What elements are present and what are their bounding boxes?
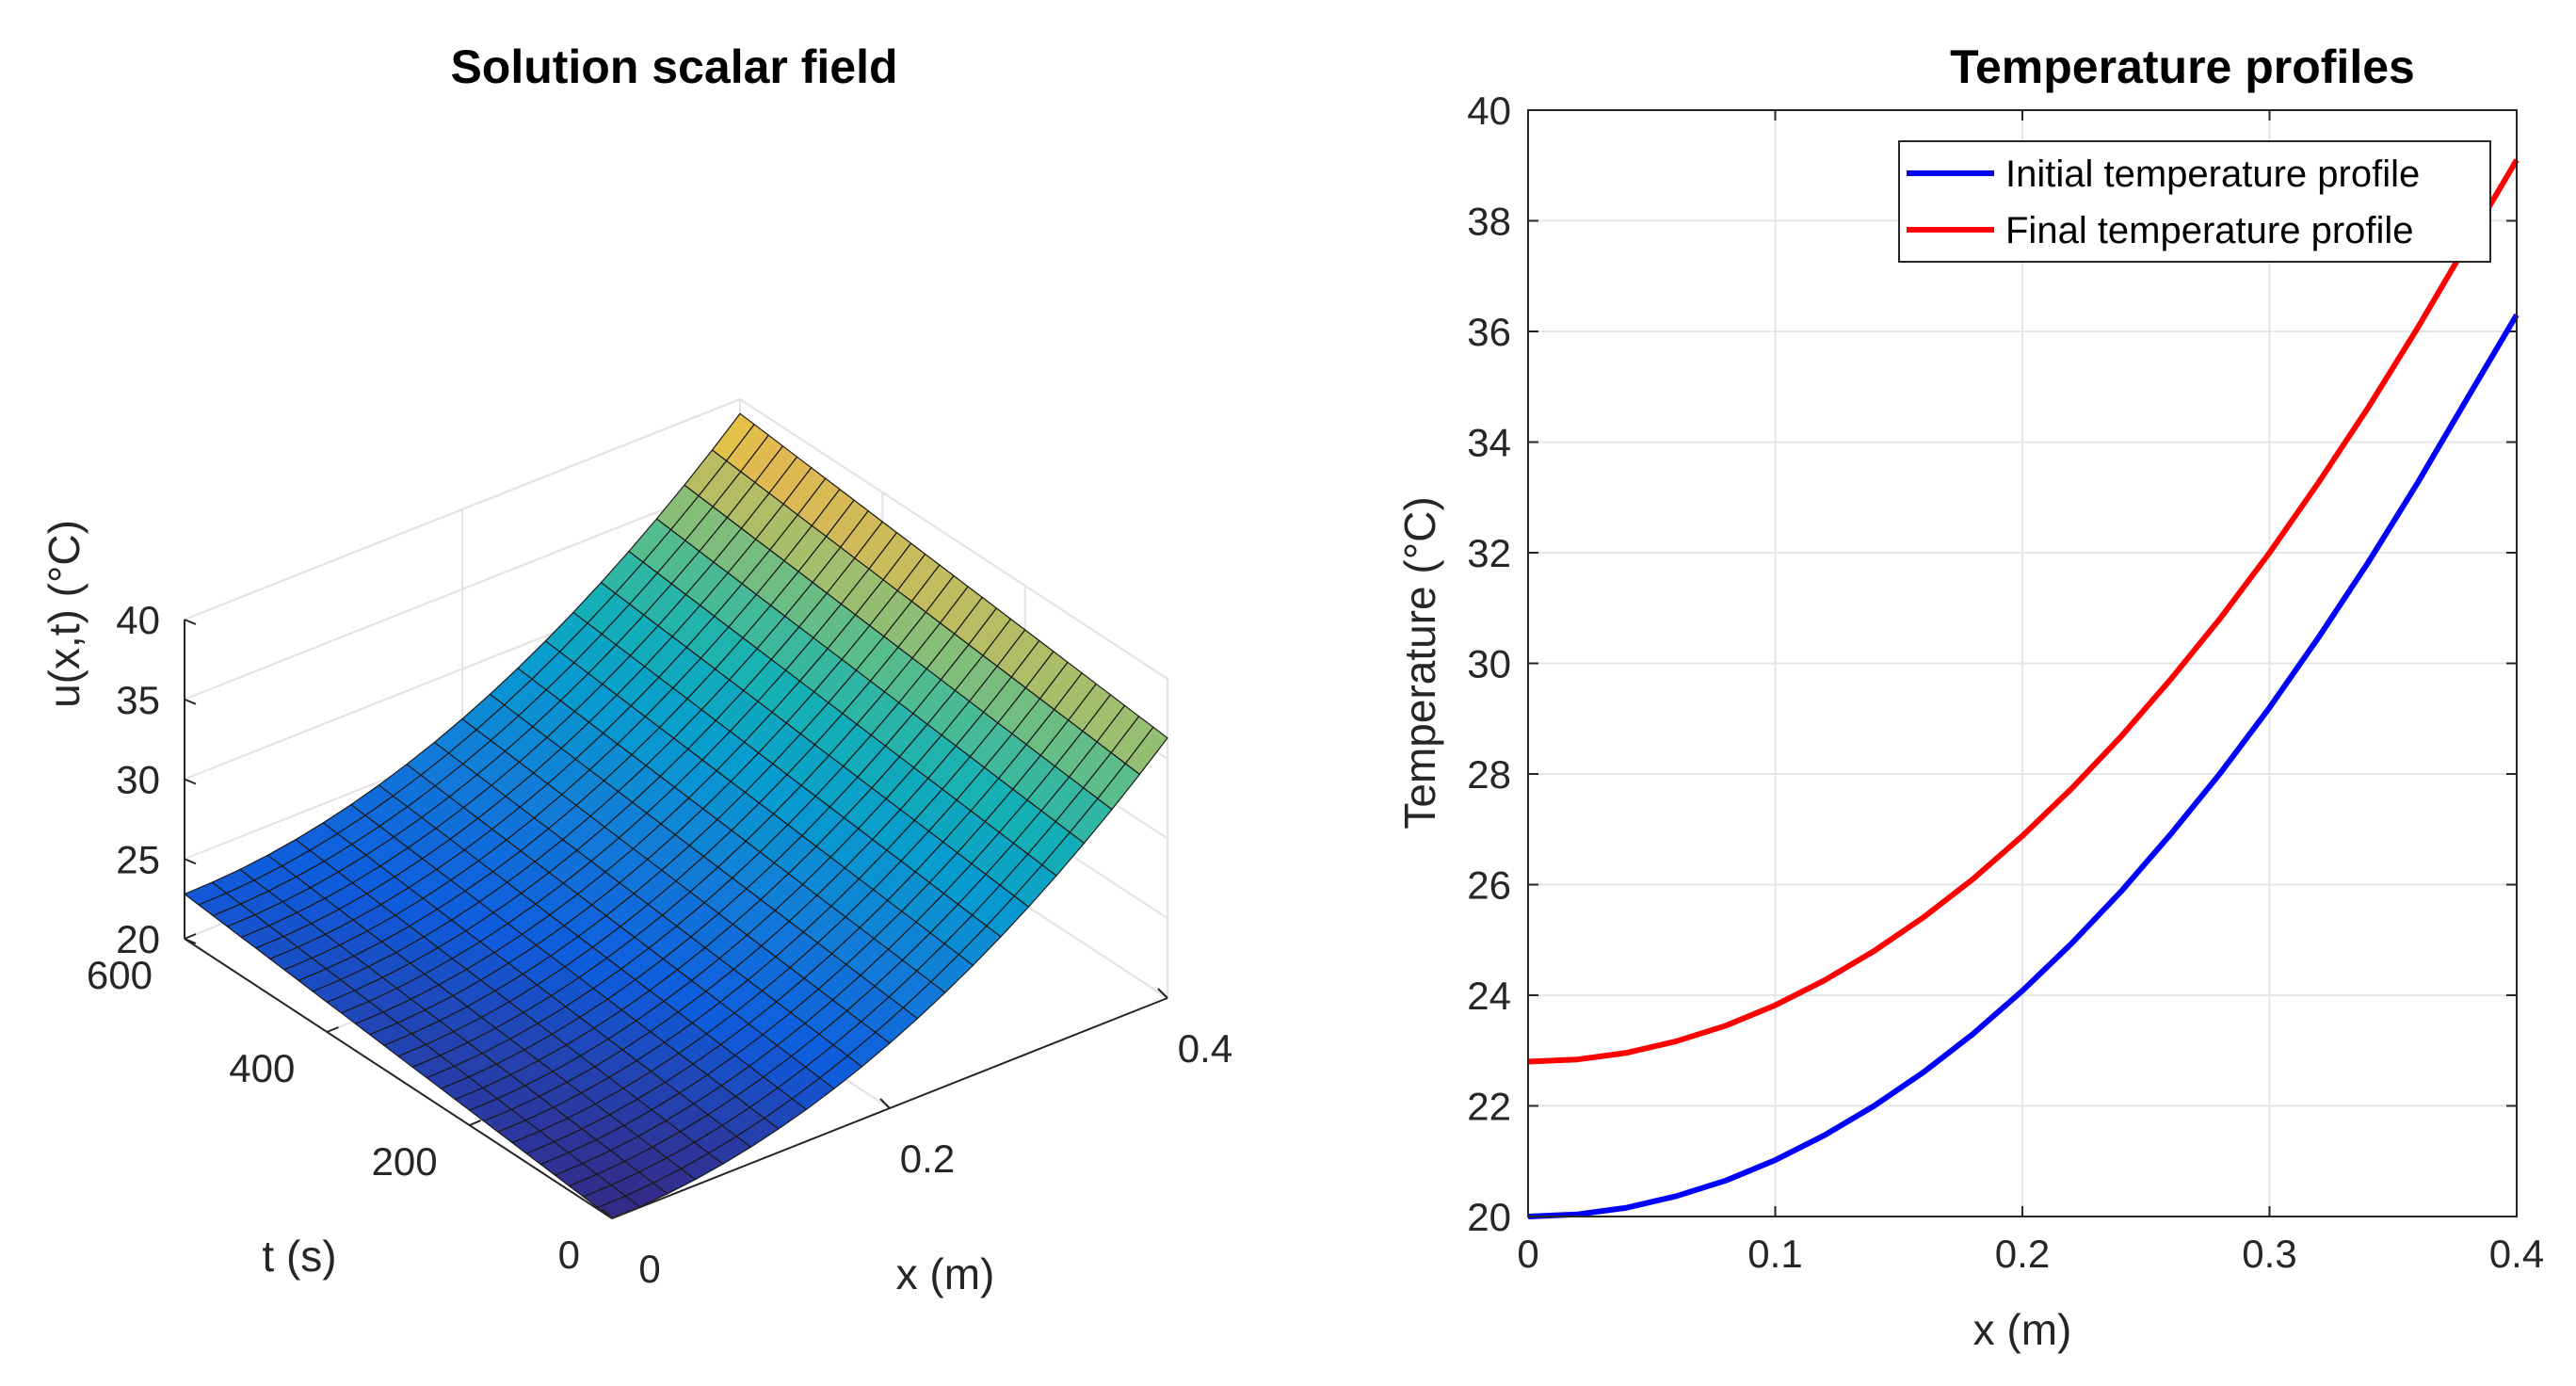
t-tick-mark <box>184 933 197 940</box>
series-line-final <box>1527 158 2520 1065</box>
t-tick-label: 400 <box>229 1046 295 1090</box>
surface-patch <box>1124 726 1168 776</box>
t-tick-label: 200 <box>372 1139 438 1184</box>
x-tick-mark <box>879 1098 891 1109</box>
surface-x-axis-label: x (m) <box>896 1249 995 1298</box>
line-y-axis-label: Temperature (°C) <box>1395 496 1444 829</box>
y-tick-label: 26 <box>1467 863 1511 908</box>
y-tick-label: 30 <box>1467 642 1511 686</box>
x-tick-label: 0.2 <box>1995 1232 2050 1276</box>
z-tick-label: 40 <box>116 598 160 642</box>
x-tick-mark <box>1157 988 1168 999</box>
y-tick-label: 28 <box>1467 752 1511 797</box>
y-tick-label: 20 <box>1467 1195 1511 1239</box>
x-tick-label: 0.4 <box>2489 1232 2544 1276</box>
y-tick-label: 24 <box>1467 974 1511 1018</box>
t-tick-label: 0 <box>558 1233 580 1277</box>
z-tick-mark <box>184 938 197 944</box>
y-tick-label: 36 <box>1467 310 1511 354</box>
z-tick-label: 35 <box>116 678 160 722</box>
x-tick-label: 0.2 <box>900 1136 955 1181</box>
z-tick-label: 30 <box>116 758 160 802</box>
z-tick-label: 25 <box>116 837 160 881</box>
z-tick-mark <box>184 619 197 625</box>
box-edge <box>739 398 1168 680</box>
legend-box <box>1898 140 2491 263</box>
t-tick-mark <box>326 1026 339 1033</box>
z-tick-label: 20 <box>116 917 160 961</box>
z-tick-mark <box>184 698 197 705</box>
y-tick-label: 34 <box>1467 421 1511 465</box>
line-chart: Temperature profiles 0 0.1 0.2 0.3 0.4 20 22 24… <box>1395 40 2544 1354</box>
t-tick-mark <box>469 1120 482 1126</box>
x-tick-label: 0.1 <box>1747 1232 1802 1276</box>
y-tick-label: 22 <box>1467 1085 1511 1129</box>
z-tick-mark <box>184 858 197 865</box>
t-tick-label: 600 <box>87 953 153 997</box>
t-tick-mark <box>611 1213 624 1219</box>
legend: Initial temperature profile Final temper… <box>1898 140 2491 263</box>
line-series <box>1527 158 2520 1219</box>
surface-u-axis-label: u(x,t) (°C) <box>40 520 89 708</box>
surface-chart-title: Solution scalar field <box>450 40 897 93</box>
series-line-initial <box>1527 313 2520 1219</box>
y-tick-label: 38 <box>1467 200 1511 244</box>
legend-label-final: Final temperature profile <box>2005 210 2414 251</box>
surface-mesh <box>184 412 1168 1219</box>
plot-frame <box>1527 109 2518 1217</box>
y-tick-label: 40 <box>1467 89 1511 133</box>
surface-chart: Solution scalar field 00.20.402004006002… <box>40 40 1232 1298</box>
line-chart-title: Temperature profiles <box>1950 40 2415 93</box>
line-x-axis-label: x (m) <box>1973 1305 2072 1354</box>
z-tick-mark <box>184 778 197 785</box>
x-tick-mark <box>602 1208 613 1219</box>
box-edge <box>184 398 741 620</box>
t-axis-line <box>184 938 613 1219</box>
x-tick-label: 0 <box>1517 1232 1538 1276</box>
x-tick-label: 0.4 <box>1178 1026 1232 1071</box>
line-tick-labels: 0 0.1 0.2 0.3 0.4 20 22 24 26 28 30 32 34 36 38 40 <box>1467 89 2544 1276</box>
y-tick-label: 32 <box>1467 531 1511 575</box>
x-tick-label: 0.3 <box>2242 1232 2296 1276</box>
surface-t-axis-label: t (s) <box>262 1232 336 1281</box>
legend-label-initial: Initial temperature profile <box>2005 153 2420 195</box>
x-tick-label: 0 <box>638 1247 660 1291</box>
